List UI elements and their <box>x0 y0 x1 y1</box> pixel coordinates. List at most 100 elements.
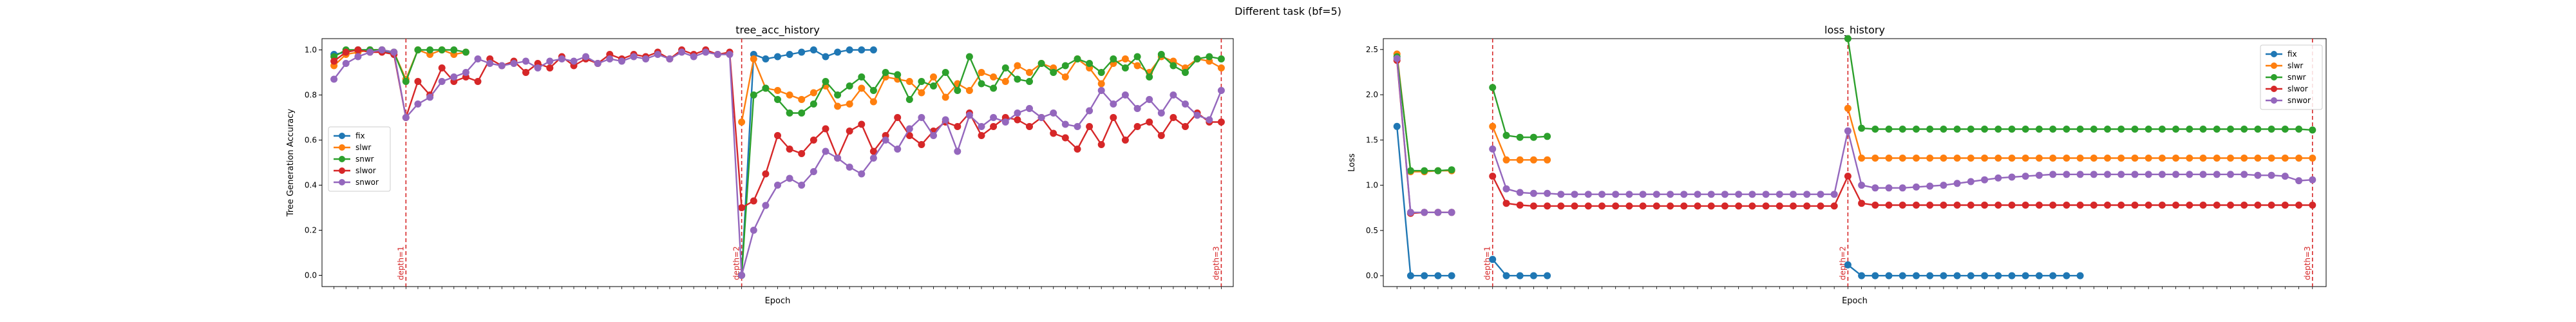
data-point-snwr <box>1037 60 1045 67</box>
x-axis-label: Epoch <box>1842 296 1868 306</box>
data-point-snwor <box>2295 177 2303 185</box>
data-point-snwr <box>1516 133 1524 141</box>
data-point-slwor <box>1721 202 1728 210</box>
data-point-slwr <box>1858 155 1866 162</box>
series-line-snwr <box>334 49 466 84</box>
data-point-snwr <box>438 46 446 53</box>
data-point-slwor <box>1913 202 1920 209</box>
data-point-slwor <box>2240 202 2248 209</box>
data-point-snwor <box>1612 191 1620 198</box>
data-point-snwr <box>762 84 770 92</box>
legend-label-slwr: slwr <box>2287 61 2303 70</box>
data-point-snwr <box>1001 64 1009 71</box>
data-point-snwr <box>2199 126 2207 133</box>
data-point-fix <box>1967 272 1975 279</box>
data-point-snwor <box>354 53 362 61</box>
data-point-snwor <box>390 48 398 56</box>
data-point-snwor <box>2117 171 2125 178</box>
data-point-snwr <box>930 82 937 90</box>
data-point-snwor <box>798 182 806 189</box>
data-point-snwr <box>2295 126 2303 133</box>
data-point-snwr <box>426 46 434 53</box>
data-point-slwr <box>1026 69 1033 76</box>
data-point-snwor <box>1502 185 1510 193</box>
data-point-snwr <box>1110 55 1117 62</box>
data-point-fix <box>846 46 853 53</box>
data-point-slwr <box>978 69 985 76</box>
legend-label-snwr: snwr <box>2287 73 2306 82</box>
data-point-slwor <box>786 146 793 153</box>
data-point-snwor <box>510 60 518 67</box>
data-point-slwor <box>1612 202 1620 210</box>
data-point-snwor <box>1097 87 1105 94</box>
y-tick-label: 1.5 <box>1366 135 1378 144</box>
data-point-fix <box>1434 272 1442 279</box>
data-point-snwor <box>438 78 446 85</box>
data-point-snwr <box>1086 60 1094 67</box>
series-line-snwr <box>741 53 1222 276</box>
data-point-snwor <box>1762 191 1770 198</box>
data-point-slwor <box>1885 202 1893 209</box>
x-axis-label: Epoch <box>765 296 791 306</box>
data-point-snwr <box>2172 126 2180 133</box>
data-point-slwor <box>1653 202 1660 210</box>
data-point-snwr <box>2117 126 2125 133</box>
data-point-snwor <box>1776 191 1783 198</box>
data-point-slwr <box>2240 155 2248 162</box>
data-point-snwr <box>402 78 410 85</box>
data-point-slwor <box>858 120 866 128</box>
data-point-slwr <box>2117 155 2125 162</box>
data-point-snwor <box>2022 173 2029 180</box>
data-point-fix <box>2049 272 2057 279</box>
data-point-snwr <box>2268 126 2275 133</box>
data-point-slwr <box>1001 78 1009 85</box>
data-point-snwor <box>486 60 494 67</box>
data-point-snwor <box>2158 171 2166 178</box>
data-point-snwor <box>1830 191 1838 198</box>
data-point-snwor <box>942 116 949 124</box>
figure-suptitle: Different task (bf=5) <box>1235 5 1341 17</box>
data-point-snwor <box>1953 180 1961 187</box>
data-point-snwor <box>858 170 866 178</box>
data-point-snwor <box>1037 114 1045 121</box>
data-point-slwr <box>2295 155 2303 162</box>
data-point-snwor <box>1110 100 1117 108</box>
data-point-slwor <box>774 132 781 139</box>
data-point-snwor <box>474 55 482 62</box>
data-point-snwor <box>2145 171 2152 178</box>
data-point-slwor <box>1735 202 1743 210</box>
data-point-snwor <box>1584 191 1592 198</box>
data-point-slwr <box>869 98 877 106</box>
data-point-slwor <box>2295 202 2303 209</box>
data-point-snwor <box>1913 183 1920 191</box>
data-point-slwor <box>1061 134 1069 142</box>
data-point-snwor <box>1133 105 1141 112</box>
data-point-snwr <box>2008 126 2016 133</box>
data-point-slwr <box>1899 155 1906 162</box>
data-point-slwor <box>1981 202 1989 209</box>
data-point-snwr <box>869 87 877 94</box>
data-point-snwor <box>462 69 469 76</box>
data-point-slwr <box>2022 155 2029 162</box>
y-axis-label: Loss <box>1347 153 1357 172</box>
legend-label-slwr: slwr <box>355 143 371 152</box>
data-point-slwr <box>2213 155 2221 162</box>
data-point-snwor <box>2268 171 2275 179</box>
data-point-slwor <box>2268 202 2275 209</box>
data-point-slwor <box>1748 202 1756 210</box>
data-point-snwr <box>2186 126 2193 133</box>
data-point-snwr <box>978 80 985 88</box>
data-point-snwor <box>978 123 985 130</box>
data-point-snwor <box>1694 191 1701 198</box>
legend-label-snwor: snwor <box>355 178 379 187</box>
data-point-snwor <box>1434 209 1442 216</box>
data-point-snwor <box>1967 178 1975 185</box>
data-point-slwr <box>2008 155 2016 162</box>
data-point-snwr <box>2145 126 2152 133</box>
data-point-slwor <box>1776 202 1783 210</box>
data-point-snwor <box>666 55 674 62</box>
data-point-fix <box>1421 272 1428 279</box>
data-point-snwr <box>2240 126 2248 133</box>
data-point-slwor <box>2076 202 2084 209</box>
data-point-snwor <box>2131 171 2139 178</box>
